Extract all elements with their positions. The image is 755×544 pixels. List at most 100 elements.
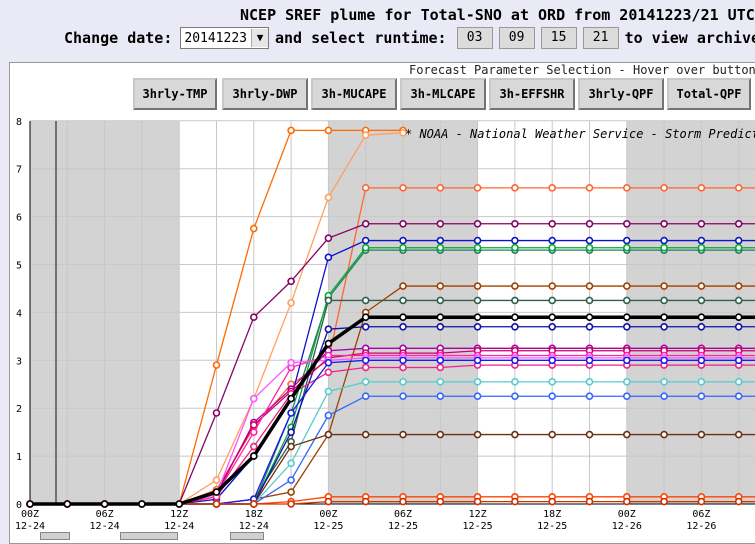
member-point xyxy=(361,356,370,365)
mean-point xyxy=(473,313,482,321)
param-button-3h-mlcape[interactable]: 3h-MLCAPE xyxy=(400,78,486,110)
series-group xyxy=(26,126,755,508)
page-title: NCEP SREF plume for Total-SNO at ORD fro… xyxy=(240,6,755,24)
mean-point xyxy=(548,313,557,321)
member-point xyxy=(585,378,594,386)
runtime-button-21[interactable]: 21 xyxy=(582,27,619,49)
param-button-3h-effshr[interactable]: 3h-EFFSHR xyxy=(489,78,575,110)
member-point xyxy=(399,322,407,331)
member-point xyxy=(734,296,743,305)
mean-point xyxy=(511,313,519,321)
member-point xyxy=(697,236,706,245)
member-point xyxy=(511,356,519,365)
param-button-3hrly-dwp[interactable]: 3hrly-DWP xyxy=(222,78,308,110)
member-point xyxy=(622,356,631,365)
footer-tab[interactable] xyxy=(120,532,178,540)
chevron-down-icon[interactable]: ▼ xyxy=(251,29,268,47)
x-tick-hour: 00Z xyxy=(618,509,636,520)
member-point xyxy=(660,219,668,228)
member-point xyxy=(212,409,221,417)
member-point xyxy=(287,488,295,496)
member-point xyxy=(473,378,482,386)
member-point xyxy=(697,282,706,290)
member-point xyxy=(585,282,594,290)
member-point xyxy=(361,131,370,139)
member-point xyxy=(250,224,258,233)
member-point xyxy=(473,243,482,252)
param-button-3hrly-tmp[interactable]: 3hrly-TMP xyxy=(133,78,217,110)
x-tick-date: 12-25 xyxy=(537,521,567,532)
param-button-3hrly-qpf[interactable]: 3hrly-QPF xyxy=(578,78,664,110)
mean-point xyxy=(138,500,146,508)
member-point xyxy=(660,356,668,365)
footer-tab[interactable] xyxy=(40,532,70,540)
footer-tab[interactable] xyxy=(230,532,264,540)
mean-point xyxy=(697,313,706,321)
member-point xyxy=(399,128,407,137)
member-point xyxy=(361,243,370,252)
member-point xyxy=(212,476,221,484)
member-point xyxy=(436,497,445,506)
member-point xyxy=(697,378,706,386)
member-point xyxy=(399,184,407,192)
member-point xyxy=(660,296,668,305)
member-point xyxy=(436,282,445,290)
member-point xyxy=(622,236,631,245)
member-point xyxy=(622,430,631,439)
member-point xyxy=(287,476,295,484)
member-point xyxy=(361,219,370,228)
date-select[interactable]: 20141223 ▼ xyxy=(180,27,269,49)
x-tick-date: 12-24 xyxy=(239,521,269,532)
mean-point xyxy=(287,394,295,403)
controls-row: Change date: 20141223 ▼ and select runti… xyxy=(64,27,755,49)
member-point xyxy=(511,282,519,290)
member-point xyxy=(660,392,668,401)
member-point xyxy=(511,184,519,192)
member-point xyxy=(436,392,445,401)
member-point xyxy=(734,282,743,290)
member-point xyxy=(473,392,482,401)
member-point xyxy=(287,277,295,286)
member-point xyxy=(436,356,445,365)
member-point xyxy=(473,497,482,506)
member-point xyxy=(436,243,445,252)
member-point xyxy=(287,428,295,436)
member-point xyxy=(324,368,333,377)
member-point xyxy=(734,430,743,439)
x-tick-date: 12-25 xyxy=(388,521,418,532)
member-point xyxy=(287,299,295,307)
x-tick-date: 12-26 xyxy=(686,521,716,532)
x-tick-hour: 18Z xyxy=(245,509,263,520)
param-button-3h-mucape[interactable]: 3h-MUCAPE xyxy=(311,78,397,110)
member-point xyxy=(250,428,258,436)
mean-point xyxy=(734,313,743,321)
member-point xyxy=(734,356,743,365)
member-point xyxy=(399,296,407,305)
runtime-button-03[interactable]: 03 xyxy=(456,27,493,49)
parameter-selection-label: Forecast Parameter Selection - Hover ove… xyxy=(409,63,755,77)
member-point xyxy=(250,500,258,508)
runtime-button-09[interactable]: 09 xyxy=(498,27,535,49)
member-point xyxy=(473,219,482,228)
member-point xyxy=(473,430,482,439)
y-tick-label: 4 xyxy=(16,308,22,319)
change-date-label: Change date: xyxy=(64,29,173,47)
member-point xyxy=(622,322,631,331)
x-tick-hour: 12Z xyxy=(469,509,487,520)
x-tick-date: 12-25 xyxy=(463,521,493,532)
member-point xyxy=(622,282,631,290)
member-point xyxy=(361,497,370,506)
member-point xyxy=(548,378,557,386)
member-point xyxy=(548,497,557,506)
x-tick-date: 12-24 xyxy=(90,521,120,532)
param-button-total-qpf[interactable]: Total-QPF xyxy=(667,78,751,110)
y-tick-label: 2 xyxy=(16,404,22,415)
member-point xyxy=(399,378,407,386)
member-point xyxy=(511,322,519,331)
runtime-button-15[interactable]: 15 xyxy=(540,27,577,49)
member-point xyxy=(287,442,295,451)
mean-point xyxy=(63,500,72,508)
view-archived-label: to view archived xyxy=(624,29,755,47)
member-point xyxy=(585,356,594,365)
